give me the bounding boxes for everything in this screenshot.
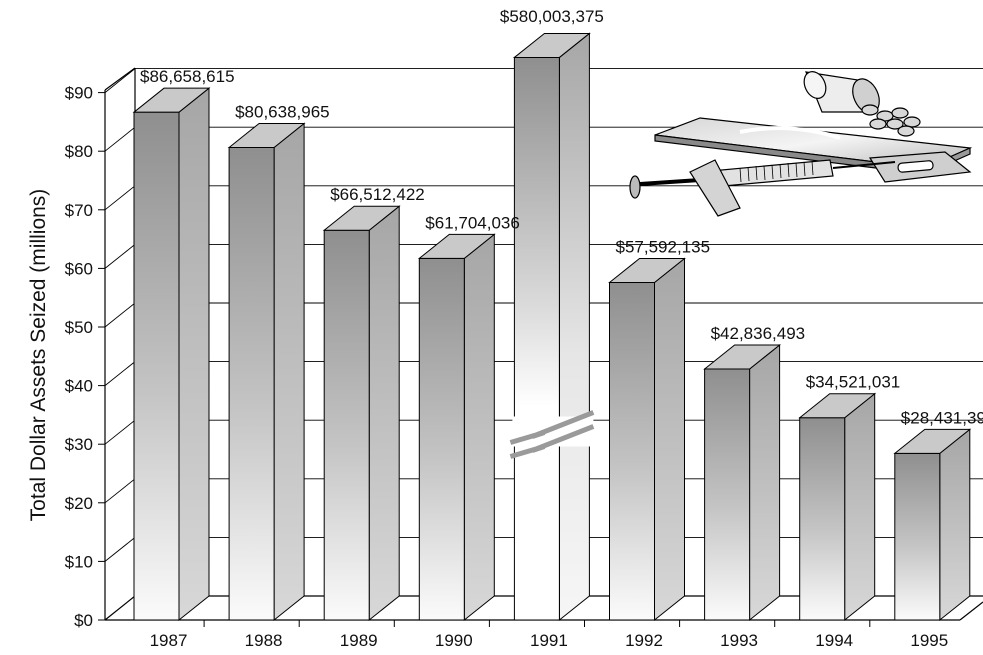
bar-side-face (273, 122, 305, 622)
bar-top-face (798, 393, 877, 419)
bar-1994 (798, 392, 877, 622)
x-tick-label-1995: 1995 (910, 631, 948, 650)
bar-top-face (227, 122, 306, 148)
bar-side-face (939, 428, 971, 622)
data-label-1993: $42,836,493 (711, 324, 806, 343)
bar-top-face (893, 428, 972, 454)
bar-1989 (322, 205, 401, 622)
bar-front-face (799, 417, 846, 621)
gridline-side (104, 478, 136, 504)
bar-1988 (227, 122, 306, 622)
x-tick-label-1992: 1992 (625, 631, 663, 650)
gridline-side (104, 185, 136, 211)
y-tick-label: $40 (65, 377, 93, 396)
data-label-1995: $28,431,390 (901, 408, 983, 427)
y-axis-label: Total Dollar Assets Seized (millions) (27, 189, 50, 522)
bar-side-face (749, 343, 781, 622)
gridline-side (104, 537, 136, 562)
y-tick-label: $0 (74, 611, 93, 630)
bar-1990 (417, 233, 496, 622)
data-label-1991: $580,003,375 (500, 7, 604, 26)
bar-1995 (893, 428, 972, 622)
floor-left-edge (104, 595, 136, 621)
bar-front-face (894, 452, 941, 621)
bar-top-face (417, 233, 496, 259)
x-tick-label-1991: 1991 (530, 631, 568, 650)
bar-front-face (228, 146, 275, 621)
data-label-1990: $61,704,036 (425, 213, 520, 232)
bar-front-face (133, 111, 180, 621)
pill-bottle-icon (803, 71, 880, 114)
data-label-1994: $34,521,031 (806, 373, 901, 392)
gridline-side (104, 244, 136, 269)
left-wall-top-edge (104, 67, 136, 91)
bar-top-face (512, 32, 591, 58)
bar-1991 (509, 32, 595, 622)
x-tick-label-1987: 1987 (150, 631, 188, 650)
x-tick-label-1988: 1988 (245, 631, 283, 650)
bar-1992 (608, 257, 686, 622)
pills-icon (861, 104, 921, 137)
bar-front-face (704, 368, 751, 621)
bar-1993 (703, 343, 782, 622)
bar-front-face (513, 56, 560, 621)
gridline-side (104, 361, 136, 386)
bar-front-face (323, 229, 370, 621)
y-tick-label: $10 (65, 552, 93, 571)
data-label-1988: $80,638,965 (235, 102, 330, 121)
data-label-1992: $57,592,135 (616, 238, 711, 257)
gridline-side (104, 302, 136, 328)
bar-top-face (322, 205, 401, 231)
y-tick-label: $70 (65, 201, 93, 220)
axis-break-mark (509, 410, 595, 445)
bars (132, 32, 972, 622)
bar-top-face (608, 258, 686, 284)
data-labels: $86,658,615$80,638,965 $66,512,422$61,704… (140, 7, 983, 427)
x-axis-ticks: 1987 1988 1989 1990 1991 1992 1993 1994 1995 (150, 620, 948, 650)
gridline-side (104, 126, 136, 152)
glass-plate-icon (654, 117, 973, 175)
drug-paraphernalia-illustration (629, 71, 973, 217)
x-tick-label-1994: 1994 (815, 631, 853, 650)
data-label-1987: $86,658,615 (140, 67, 235, 86)
bar-front-face (418, 257, 465, 621)
x-tick-label-1990: 1990 (435, 631, 473, 650)
bar-side-face (654, 257, 685, 622)
y-tick-label: $50 (65, 318, 93, 337)
bar-front-face (609, 282, 655, 621)
bar-1987 (132, 87, 211, 622)
floor-right-edge (959, 601, 983, 621)
bar-side-face (178, 87, 210, 622)
x-tick-label-1993: 1993 (720, 631, 758, 650)
y-tick-label: $20 (65, 494, 93, 513)
bar-side-face (844, 392, 876, 622)
bar-top-face (132, 87, 211, 113)
axis-break-mark (509, 424, 595, 459)
bar-side-face (368, 205, 400, 622)
bar-top-face (703, 344, 782, 370)
y-tick-label: $80 (65, 142, 93, 161)
x-tick-label-1989: 1989 (340, 631, 378, 650)
gridline-side (104, 68, 136, 93)
bar-side-face (463, 233, 495, 622)
data-label-1989: $66,512,422 (330, 185, 425, 204)
bar-side-face (558, 32, 590, 622)
y-tick-label: $90 (65, 84, 93, 103)
y-tick-label: $60 (65, 259, 93, 278)
gridline-side (104, 419, 136, 445)
y-tick-label: $30 (65, 435, 93, 454)
y-axis-ticks: $0 $10 $20 $30 $40 $50 $60 $70 $80 $90 (65, 84, 105, 630)
razor-blade-icon (868, 151, 972, 183)
syringe-icon (629, 159, 896, 217)
